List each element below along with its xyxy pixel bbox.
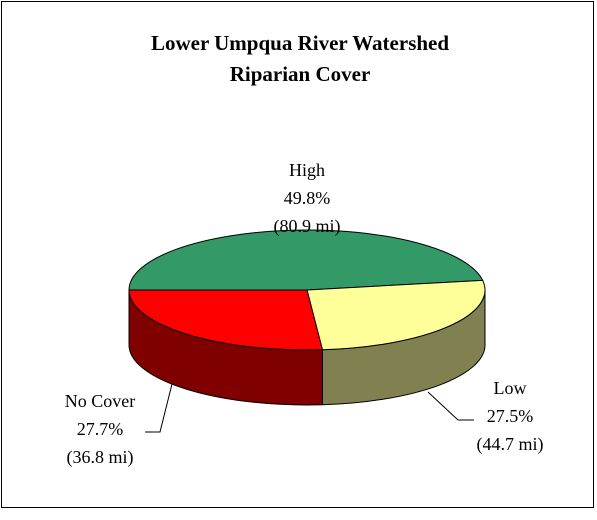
- chart-title: Riparian Cover: [230, 62, 371, 86]
- slice-detail-label: (44.7 mi): [477, 434, 544, 455]
- slice-detail-label: (36.8 mi): [67, 447, 134, 468]
- pie-slice: [128, 229, 484, 291]
- pie-slice: [128, 289, 324, 351]
- slice-label: No Cover: [65, 391, 136, 411]
- slice-detail-label: (80.9 mi): [274, 216, 341, 237]
- slice-value-label: 49.8%: [284, 188, 331, 208]
- chart-title: Lower Umpqua River Watershed: [151, 31, 449, 55]
- slice-value-label: 27.7%: [77, 419, 124, 439]
- leader-line: [145, 383, 173, 433]
- leader-line: [427, 391, 474, 421]
- slice-label: Low: [494, 378, 527, 398]
- pie-slice: [306, 279, 486, 351]
- slice-label: High: [289, 160, 325, 180]
- slice-value-label: 27.5%: [487, 406, 534, 426]
